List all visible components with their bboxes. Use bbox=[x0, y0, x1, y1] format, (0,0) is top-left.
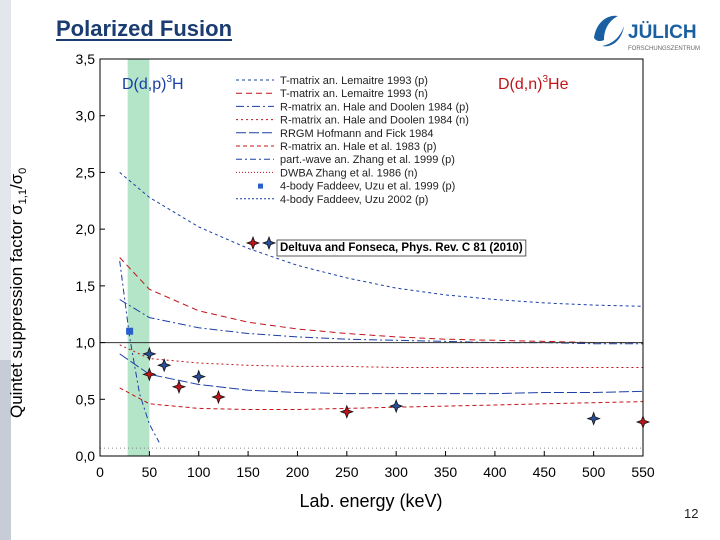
legend-entry: RRGM Hofmann and Fick 1984 bbox=[280, 128, 433, 140]
data-point-star bbox=[211, 389, 226, 405]
legend-entry: R-matrix an. Hale and Doolen 1984 (n) bbox=[280, 115, 469, 127]
y-tick-label: 2,5 bbox=[76, 164, 96, 180]
y-tick-label: 2,0 bbox=[76, 221, 96, 237]
x-tick-label: 450 bbox=[533, 464, 557, 480]
theory-curve-4 bbox=[119, 344, 643, 368]
legend-entry: T-matrix an. Lemaitre 1993 (p) bbox=[280, 75, 428, 87]
x-tick-label: 300 bbox=[385, 464, 409, 480]
slide-number: 12 bbox=[684, 506, 699, 521]
y-tick-label: 1,0 bbox=[76, 335, 96, 351]
y-tick-label: 3,5 bbox=[76, 51, 96, 67]
x-tick-label: 400 bbox=[483, 464, 507, 480]
slide-accent-bar bbox=[0, 0, 11, 540]
data-point-star bbox=[191, 369, 206, 384]
y-axis-label: Quintet suppression factor σ1,1/σ0 bbox=[7, 168, 29, 418]
x-tick-label: 50 bbox=[142, 464, 158, 480]
theory-curve-2 bbox=[119, 257, 643, 344]
y-tick-label: 3,0 bbox=[76, 108, 96, 124]
theory-curve-1 bbox=[119, 172, 644, 307]
x-tick-label: 100 bbox=[187, 464, 211, 480]
y-tick-label: 0,0 bbox=[76, 448, 96, 464]
legend-entry: T-matrix an. Lemaitre 1993 (n) bbox=[280, 88, 428, 100]
theory-curve-6 bbox=[119, 387, 644, 410]
logo-text: JÜLICH bbox=[628, 22, 697, 43]
legend-entry: part.-wave an. Zhang et al. 1999 (p) bbox=[280, 154, 455, 166]
legend-highlight-box bbox=[276, 239, 527, 257]
legend-entry: 4-body Faddeev, Uzu 2002 (p) bbox=[280, 194, 428, 206]
theory-curve-7 bbox=[119, 260, 160, 443]
plot-frame bbox=[99, 58, 644, 457]
data-point-square bbox=[126, 327, 134, 335]
legend-swatch bbox=[258, 183, 263, 189]
logo-mark-icon bbox=[594, 15, 618, 42]
x-axis-label: Lab. energy (keV) bbox=[299, 491, 442, 511]
data-point-star bbox=[339, 404, 354, 419]
juelich-logo: JÜLICH FORSCHUNGSZENTRUM bbox=[594, 15, 700, 52]
x-tick-label: 0 bbox=[96, 464, 104, 480]
data-point-star bbox=[389, 398, 404, 414]
legend-marker-star bbox=[245, 235, 261, 251]
y-tick-label: 0,5 bbox=[76, 391, 96, 407]
x-tick-label: 200 bbox=[286, 464, 310, 480]
slide-title: Polarized Fusion bbox=[56, 16, 233, 41]
data-point-star bbox=[142, 367, 157, 382]
data-point-star bbox=[586, 411, 601, 426]
legend-entry-deltuva: Deltuva and Fonseca, Phys. Rev. C 81 (20… bbox=[280, 242, 523, 254]
x-tick-label: 550 bbox=[631, 464, 655, 480]
x-tick-label: 500 bbox=[582, 464, 606, 480]
data-point-star bbox=[157, 358, 172, 373]
legend-entry: R-matrix an. Hale and Doolen 1984 (p) bbox=[280, 101, 469, 113]
legend-marker-star bbox=[261, 235, 277, 251]
data-point-star bbox=[171, 379, 187, 394]
reaction-label-left: D(d,p)3H bbox=[122, 74, 184, 93]
legend-entry: 4-body Faddeev, Uzu et al. 1999 (p) bbox=[280, 181, 455, 193]
x-tick-label: 150 bbox=[236, 464, 260, 480]
x-tick-label: 350 bbox=[434, 464, 458, 480]
legend-entry: R-matrix an. Hale et al. 1983 (p) bbox=[280, 141, 437, 153]
reaction-label-right: D(d,n)3He bbox=[498, 74, 569, 93]
logo-subtext: FORSCHUNGSZENTRUM bbox=[628, 46, 700, 52]
energy-band bbox=[127, 59, 150, 456]
x-tick-label: 250 bbox=[335, 464, 359, 480]
data-point-star bbox=[635, 414, 651, 430]
data-point-star bbox=[142, 346, 157, 362]
y-tick-label: 1,5 bbox=[76, 278, 96, 294]
legend-entry: DWBA Zhang et al. 1986 (n) bbox=[280, 167, 418, 179]
theory-curve-3 bbox=[119, 299, 643, 345]
